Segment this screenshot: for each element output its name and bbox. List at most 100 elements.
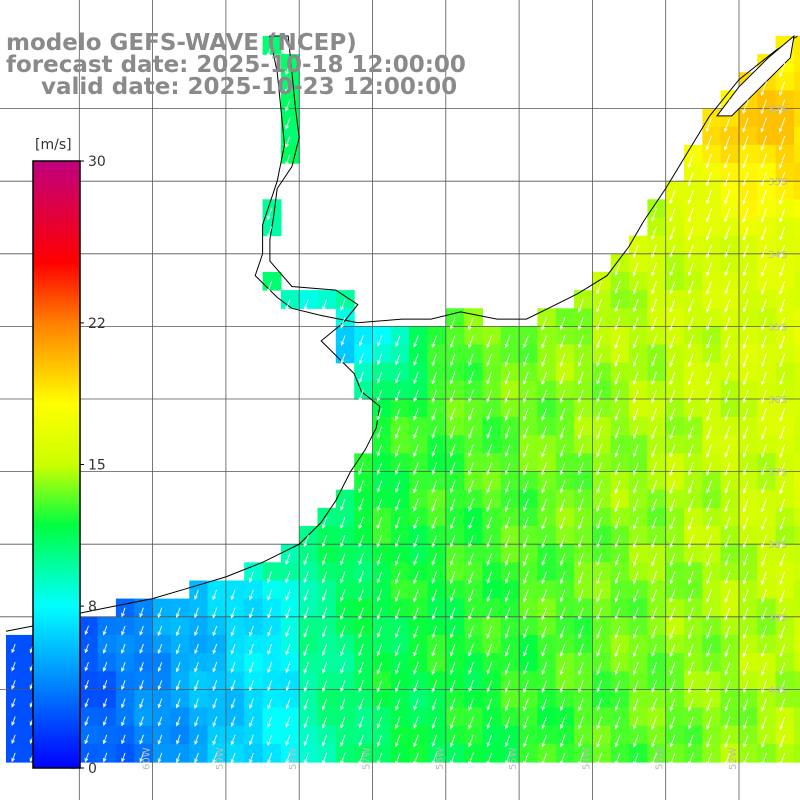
wind-arrow (706, 389, 712, 404)
wind-arrow (321, 734, 328, 747)
wind-arrow (285, 117, 291, 130)
forecast-date: forecast date: 2025-10-18 12:00:00 (6, 52, 466, 78)
wind-arrow (724, 299, 731, 313)
wind-arrow (340, 716, 346, 729)
wind-arrow (267, 607, 273, 619)
wind-arrow (504, 643, 511, 657)
wind-arrow (742, 135, 749, 151)
wind-arrow (121, 752, 126, 763)
wind-arrow (376, 371, 383, 384)
wind-arrow (687, 335, 694, 349)
latitude-label: 38S (768, 540, 787, 551)
wind-arrow (468, 662, 474, 675)
wind-arrow (706, 262, 712, 277)
wind-arrow (669, 208, 676, 223)
wind-arrow (413, 335, 419, 348)
wind-arrow (358, 353, 364, 365)
wind-arrow (468, 534, 474, 548)
wind-arrow (194, 625, 199, 637)
wind-arrow (468, 498, 474, 512)
wind-arrow (431, 426, 438, 439)
wind-arrow (102, 734, 108, 745)
wind-arrow (742, 171, 749, 187)
wind-arrow (614, 643, 621, 658)
wind-arrow (413, 371, 419, 384)
wind-arrow (413, 734, 419, 748)
wind-arrow (761, 589, 767, 603)
lagoon-outline (715, 34, 795, 117)
wind-arrow (413, 716, 419, 729)
wind-arrow (395, 680, 401, 693)
wind-arrow (504, 698, 511, 712)
wind-arrow (340, 734, 346, 747)
wind-arrow (760, 226, 767, 241)
wind-arrow (340, 571, 346, 584)
wind-arrow (724, 426, 731, 440)
latitude-labels: 32S 33S 34S 35S 36S 37S 38S 39S 40S (768, 105, 787, 697)
wind-arrow (431, 571, 438, 584)
wind-arrow (468, 643, 474, 657)
wind-arrow (706, 516, 712, 531)
wind-arrow (614, 371, 621, 385)
wind-arrow (760, 244, 767, 259)
wind-arrow (633, 462, 639, 476)
wind-arrow (194, 734, 199, 745)
wind-arrow (669, 444, 676, 458)
wind-arrow (742, 117, 749, 133)
wind-arrow (285, 716, 291, 728)
wind-arrow (669, 317, 676, 331)
wind-arrow (705, 153, 712, 169)
wind-arrow (761, 662, 767, 676)
wind-arrow (303, 589, 309, 602)
wind-arrow (614, 317, 621, 331)
wind-arrow (614, 716, 621, 730)
wind-arrow (431, 534, 438, 548)
wind-arrow (742, 480, 749, 495)
wind-arrow (413, 571, 419, 585)
wind-arrow (285, 153, 291, 167)
wind-arrow (706, 244, 712, 259)
wind-arrow (742, 643, 749, 658)
valid-date: valid date: 2025-10-23 12:00:00 (41, 74, 458, 100)
wind-arrow (358, 335, 364, 347)
wind-arrow (559, 407, 566, 421)
wind-arrow (742, 371, 749, 386)
wind-arrow (176, 716, 181, 727)
wind-arrow (596, 498, 603, 512)
wind-arrow (523, 353, 529, 367)
wind-arrow (706, 335, 712, 349)
wind-arrow (633, 752, 639, 766)
wind-arrow (486, 625, 493, 639)
wind-arrow (413, 407, 419, 421)
wind-arrow (724, 389, 731, 404)
wind-arrow (303, 553, 309, 566)
wind-arrow (614, 516, 621, 531)
wind-arrow (486, 462, 493, 476)
wind-arrow (578, 516, 584, 531)
wind-arrow (413, 498, 419, 512)
wind-arrow (779, 480, 786, 495)
wind-arrow (559, 625, 566, 639)
wind-arrow (541, 571, 548, 585)
wind-arrow (377, 353, 383, 366)
wind-arrow (358, 534, 364, 548)
wind-arrow (212, 734, 218, 746)
wind-arrow (706, 498, 712, 512)
wind-arrow (523, 680, 529, 693)
wind-arrow (779, 244, 786, 259)
wind-arrow (358, 662, 364, 675)
wind-arrow (761, 371, 767, 386)
wind-arrow (321, 553, 328, 566)
wind-arrow (559, 752, 566, 766)
wind-arrow (413, 426, 419, 439)
wind-arrow (267, 752, 273, 764)
wind-arrow (340, 752, 346, 766)
wind-arrow (706, 607, 712, 622)
wind-arrow (651, 571, 657, 585)
wind-arrow (212, 607, 218, 619)
wind-arrow (577, 426, 584, 440)
wind-arrow (742, 335, 749, 350)
wind-arrow (559, 680, 566, 694)
wind-arrow (778, 99, 786, 115)
longitude-label: 60W (142, 747, 153, 770)
